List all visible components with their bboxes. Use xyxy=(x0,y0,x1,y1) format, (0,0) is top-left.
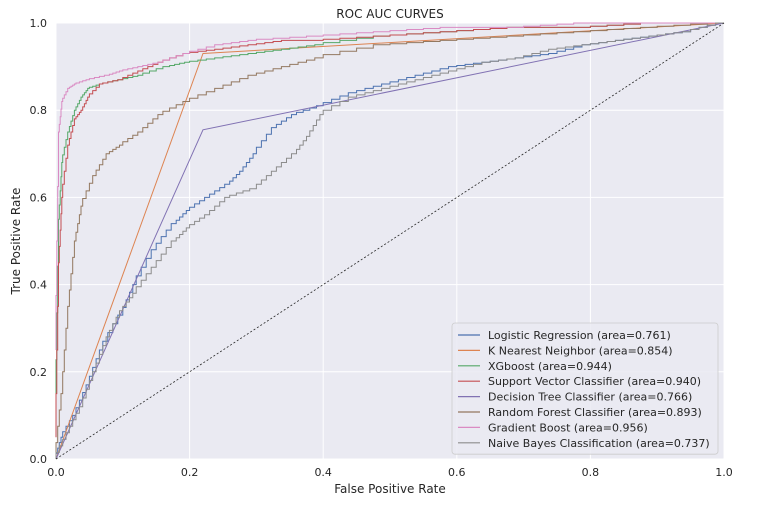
x-tick-label: 0.4 xyxy=(314,466,332,479)
x-tick-label: 0.0 xyxy=(47,466,65,479)
y-tick-label: 0.4 xyxy=(30,279,48,292)
series-line-1 xyxy=(55,22,725,460)
grid-lines xyxy=(55,22,725,460)
x-axis-label: False Positive Rate xyxy=(334,482,446,496)
y-tick-label: 0.0 xyxy=(30,453,48,466)
reference-diagonal-line xyxy=(55,22,725,460)
legend-frame xyxy=(451,322,719,455)
x-tick-labels: 0.0 0.2 0.4 0.6 0.8 1.0 xyxy=(47,466,733,479)
legend-entry: K Nearest Neighbor (area=0.854) xyxy=(488,344,673,357)
legend-entry: Naive Bayes Classification (area=0.737) xyxy=(488,437,710,450)
series-line-3 xyxy=(55,22,724,438)
chart-title: ROC AUC CURVES xyxy=(336,7,443,21)
series-lines xyxy=(55,22,725,460)
y-tick-label: 0.6 xyxy=(30,191,48,204)
y-tick-label: 0.8 xyxy=(30,104,48,117)
series-line-7 xyxy=(55,22,724,459)
series-line-4 xyxy=(55,22,725,460)
x-tick-label: 0.8 xyxy=(582,466,600,479)
y-tick-labels: 0.0 0.2 0.4 0.6 0.8 1.0 xyxy=(30,17,48,466)
legend-entry: Random Forest Classifier (area=0.893) xyxy=(488,406,702,419)
y-tick-label: 0.2 xyxy=(30,366,48,379)
x-tick-label: 0.2 xyxy=(181,466,199,479)
legend-entry: Gradient Boost (area=0.956) xyxy=(488,421,648,434)
legend: Logistic Regression (area=0.761) K Neares… xyxy=(451,322,719,455)
series-line-6 xyxy=(55,22,724,350)
legend-entry: XGboost (area=0.944) xyxy=(488,360,612,373)
y-tick-label: 1.0 xyxy=(30,17,48,30)
legend-entry: Support Vector Classifier (area=0.940) xyxy=(488,375,701,388)
legend-entry: Decision Tree Classifier (area=0.766) xyxy=(488,391,692,404)
x-tick-label: 0.6 xyxy=(448,466,466,479)
y-axis-label: True Positive Rate xyxy=(9,188,23,296)
series-line-5 xyxy=(55,22,724,459)
legend-entry: Logistic Regression (area=0.761) xyxy=(488,329,671,342)
x-tick-label: 1.0 xyxy=(715,466,733,479)
